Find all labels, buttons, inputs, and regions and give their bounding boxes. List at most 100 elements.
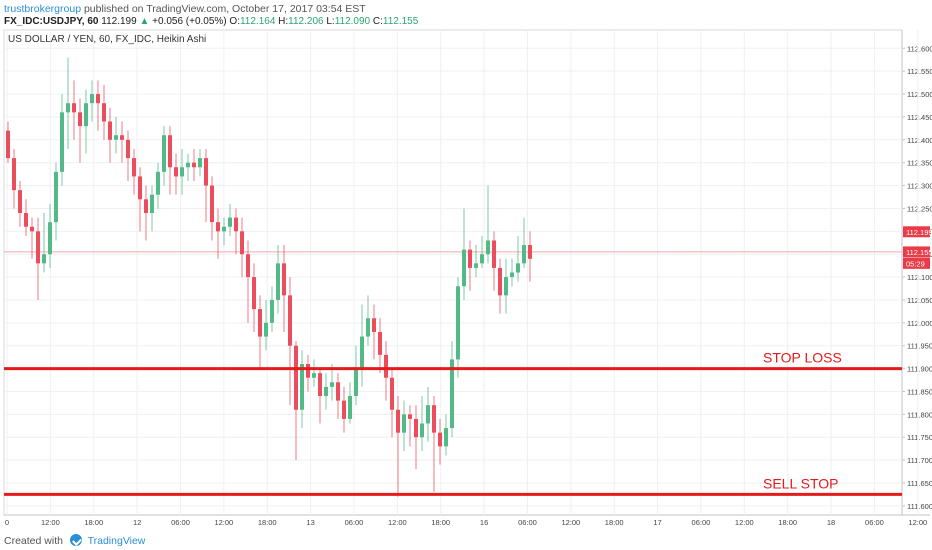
open-value: 112.164 (239, 16, 276, 27)
candle-body (180, 167, 184, 177)
candle-body (420, 423, 424, 438)
candle-body (528, 245, 532, 259)
candle-body (522, 245, 526, 264)
candle-body (84, 103, 88, 127)
x-tick-label: 18:00 (84, 518, 103, 527)
x-tick-label: 18:00 (431, 518, 450, 527)
candle-body (462, 249, 466, 287)
candle-body (192, 162, 196, 168)
candle-body (330, 382, 334, 387)
sell-stop-label: SELL STOP (763, 475, 838, 491)
candle-body (246, 254, 250, 278)
x-tick-label: 13 (306, 518, 314, 527)
y-tick-label: 111.850 (907, 387, 932, 396)
candle-body (72, 103, 76, 113)
candle-body (264, 322, 268, 337)
candle-body (294, 345, 298, 410)
candle-body (504, 277, 508, 296)
candle-body (360, 336, 364, 369)
open-label: O: (229, 16, 240, 27)
y-tick-label: 111.800 (907, 410, 932, 419)
candle-body (312, 373, 316, 378)
y-tick-label: 112.050 (907, 296, 932, 305)
close-label: C: (372, 16, 383, 27)
publish-info: trustbrokergroup published on TradingVie… (4, 3, 366, 15)
x-tick-label: 16 (480, 518, 488, 527)
candle-body (18, 190, 22, 214)
candle-body (228, 217, 232, 227)
candle-body (132, 158, 136, 177)
candle-body (510, 272, 514, 278)
tradingview-logo-icon (69, 534, 82, 546)
candle-body (156, 171, 160, 195)
price-badge (903, 246, 930, 258)
price-badge (903, 226, 930, 238)
candle-body (210, 185, 214, 223)
x-tick-label: 18:00 (258, 518, 277, 527)
candle-body (114, 135, 118, 140)
candle-body (378, 331, 382, 355)
y-tick-label: 112.550 (907, 67, 932, 76)
symbol-label: FX_IDC:USDJPY, 60 (4, 16, 99, 27)
candle-body (24, 213, 28, 227)
candle-body (54, 171, 58, 223)
y-tick-label: 111.900 (907, 365, 932, 374)
y-tick-label: 112.000 (907, 319, 932, 328)
publisher-link[interactable]: trustbrokergroup (4, 3, 82, 15)
x-tick-label: 12:00 (41, 518, 60, 527)
y-tick-label: 111.750 (907, 433, 932, 442)
candle-body (66, 103, 70, 113)
candle-body (150, 194, 154, 214)
candle-body (498, 267, 502, 296)
candle-body (258, 309, 262, 337)
candle-body (348, 396, 352, 419)
candle-body (516, 263, 520, 273)
candle-body (90, 94, 94, 104)
candle-body (162, 135, 166, 172)
x-tick-label: 12:00 (735, 518, 754, 527)
candle-body (216, 222, 220, 232)
candle-body (396, 409, 400, 433)
candle-body (138, 176, 142, 200)
x-tick-label: 06:00 (171, 518, 190, 527)
chart-title: US DOLLAR / YEN, 60, FX_IDC, Heikin Ashi (8, 34, 207, 45)
y-tick-label: 112.400 (907, 136, 932, 145)
candle-body (402, 414, 406, 433)
candle-body (384, 354, 388, 378)
candle-body (354, 368, 358, 397)
candle-body (492, 240, 496, 268)
candle-body (450, 359, 454, 429)
change-value: +0.056 (+0.05%) (152, 16, 227, 27)
candle-body (372, 318, 376, 332)
y-tick-label: 112.450 (907, 113, 932, 122)
candle-body (468, 249, 472, 268)
x-tick-label: 18:00 (605, 518, 624, 527)
candle-body (324, 386, 328, 397)
candle-body (6, 130, 10, 159)
candle-body (102, 103, 106, 122)
y-tick-label: 111.600 (907, 502, 932, 511)
x-tick-label: 06:00 (518, 518, 537, 527)
candle-body (252, 277, 256, 310)
high-value: 112.206 (288, 16, 324, 27)
y-tick-label: 112.100 (907, 273, 932, 282)
candle-body (174, 167, 178, 177)
x-tick-label: 12:00 (561, 518, 580, 527)
plot-area (3, 29, 903, 516)
candle-body (318, 373, 322, 397)
published-text: published on TradingView.com, October 17… (83, 3, 366, 15)
y-tick-label: 112.600 (907, 44, 932, 53)
x-tick-label: 12:00 (214, 518, 233, 527)
price-badge-label: 05:29 (906, 259, 925, 268)
y-tick-label: 111.650 (907, 479, 932, 488)
up-arrow-icon: ▲ (139, 16, 150, 27)
x-tick-label: 12:00 (388, 518, 407, 527)
candle-body (60, 112, 64, 172)
candle-body (222, 226, 226, 232)
candle-body (390, 377, 394, 410)
candle-body (30, 226, 34, 232)
candle-body (306, 364, 310, 378)
price-badge (903, 257, 930, 269)
tradingview-link[interactable]: TradingView (87, 535, 146, 547)
